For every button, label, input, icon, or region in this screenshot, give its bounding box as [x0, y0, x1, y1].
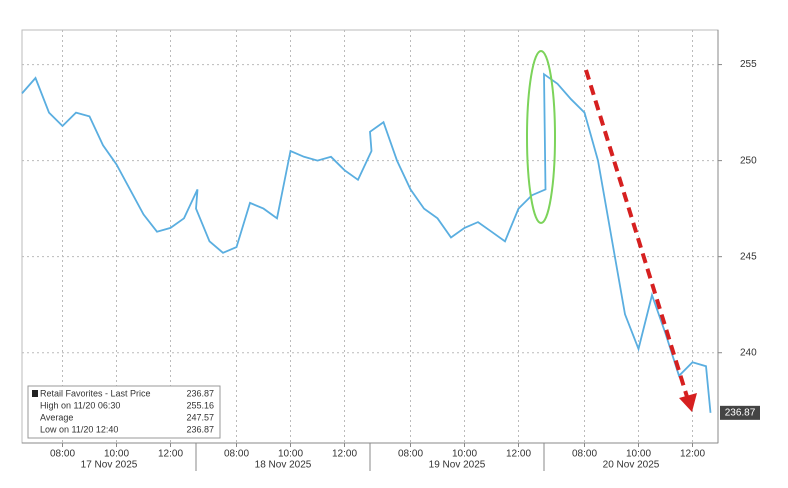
y-tick-label: 245 [740, 251, 757, 262]
legend-value: 236.87 [186, 424, 214, 434]
legend-swatch [32, 390, 38, 397]
legend-label: Low on 11/20 12:40 [40, 424, 118, 434]
day-label: 19 Nov 2025 [429, 460, 486, 471]
x-tick-label: 08:00 [50, 449, 75, 460]
price-line [21, 72, 712, 413]
day-label: 17 Nov 2025 [81, 460, 138, 471]
legend-label: Average [40, 412, 73, 422]
x-tick-label: 10:00 [104, 449, 129, 460]
x-tick-label: 12:00 [332, 449, 357, 460]
day-label: 20 Nov 2025 [603, 460, 660, 471]
x-tick-label: 08:00 [398, 449, 423, 460]
day-label: 18 Nov 2025 [255, 460, 312, 471]
legend-value: 255.16 [186, 400, 214, 410]
x-tick-label: 10:00 [278, 449, 303, 460]
y-tick-label: 255 [740, 59, 757, 70]
x-tick-label: 08:00 [224, 449, 249, 460]
x-tick-label: 08:00 [572, 449, 597, 460]
highlight-ellipse [526, 50, 556, 224]
y-tick-label: 250 [740, 155, 757, 166]
legend-box [27, 385, 221, 439]
plot-area [21, 29, 719, 444]
trend-arrow [584, 69, 690, 401]
x-tick-label: 12:00 [506, 449, 531, 460]
x-tick-label: 10:00 [452, 449, 477, 460]
y-tick-label: 240 [740, 347, 757, 358]
legend-value: 247.57 [186, 412, 214, 422]
last-price-tag [720, 405, 760, 420]
last-price-label: 236.87 [725, 407, 756, 418]
legend-value: 236.87 [186, 388, 214, 398]
content: 240 245 250 255 08:00 10:00 12:00 08:00 10:00 12:… [21, 30, 760, 471]
legend-label: High on 11/20 06:30 [40, 400, 120, 410]
x-tick-label: 12:00 [680, 449, 705, 460]
arrow-head [679, 393, 697, 412]
x-tick-label: 10:00 [626, 449, 651, 460]
legend-label: Retail Favorites - Last Price [40, 388, 151, 398]
x-tick-label: 12:00 [158, 449, 183, 460]
